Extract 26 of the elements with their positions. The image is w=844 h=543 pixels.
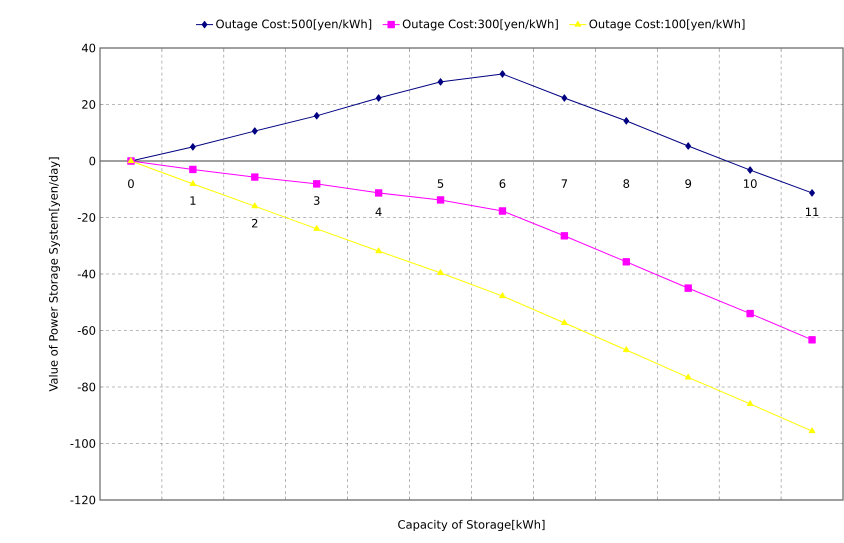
y-tick-label: -120 — [70, 496, 96, 504]
x-tick-label: 11 — [806, 208, 818, 216]
x-tick-label: 2 — [252, 218, 258, 228]
x-tick-label: 1 — [190, 196, 196, 205]
y-axis-title: Value of Power Storage System[yen/day] — [48, 157, 60, 392]
x-tick-label: 0 — [128, 179, 134, 188]
x-tick-label: 7 — [562, 179, 568, 188]
y-tick-label: 40 — [82, 44, 96, 52]
y-tick-label: 0 — [89, 156, 96, 166]
x-tick-label: 3 — [314, 196, 320, 205]
y-tick-label: -60 — [78, 326, 96, 335]
y-tick-label: -40 — [78, 270, 96, 278]
x-axis-title: Capacity of Storage[kWh] — [398, 520, 544, 532]
x-tick-label: 4 — [376, 208, 382, 216]
legend-label: Outage Cost:300[yen/kWh] — [402, 19, 558, 30]
y-tick-label: 20 — [82, 100, 96, 109]
x-tick-label: 5 — [438, 179, 444, 188]
legend-label: Outage Cost:500[yen/kWh] — [216, 19, 372, 30]
y-tick-label: -80 — [78, 382, 96, 392]
x-tick-label: 10 — [744, 179, 757, 188]
legend-label: Outage Cost:100[yen/kWh] — [589, 19, 744, 30]
x-tick-label: 8 — [623, 179, 630, 188]
x-tick-label: 6 — [500, 179, 506, 188]
y-tick-label: -100 — [70, 439, 96, 448]
x-tick-label: 9 — [685, 179, 692, 188]
y-tick-label: -20 — [78, 213, 96, 222]
